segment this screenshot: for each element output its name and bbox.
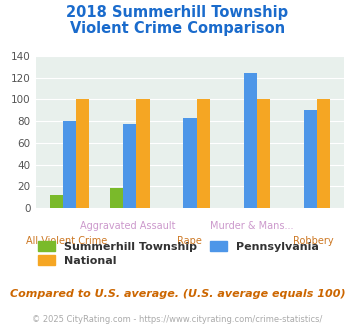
Bar xyxy=(183,118,197,208)
Bar xyxy=(123,124,136,208)
Bar xyxy=(244,74,257,208)
Bar xyxy=(76,99,89,208)
Bar xyxy=(110,188,123,208)
Text: Compared to U.S. average. (U.S. average equals 100): Compared to U.S. average. (U.S. average … xyxy=(10,289,345,299)
Bar xyxy=(317,99,330,208)
Text: © 2025 CityRating.com - https://www.cityrating.com/crime-statistics/: © 2025 CityRating.com - https://www.city… xyxy=(32,315,323,324)
Bar xyxy=(50,195,63,208)
Text: Violent Crime Comparison: Violent Crime Comparison xyxy=(70,21,285,36)
Text: Aggravated Assault: Aggravated Assault xyxy=(80,221,176,231)
Text: Murder & Mans...: Murder & Mans... xyxy=(210,221,294,231)
Legend: Summerhill Township, National, Pennsylvania: Summerhill Township, National, Pennsylva… xyxy=(34,237,323,270)
Text: All Violent Crime: All Violent Crime xyxy=(26,236,107,246)
Bar xyxy=(257,99,270,208)
Bar xyxy=(197,99,210,208)
Text: Robbery: Robbery xyxy=(293,236,334,246)
Bar xyxy=(63,121,76,208)
Text: Rape: Rape xyxy=(178,236,202,246)
Bar xyxy=(136,99,149,208)
Text: 2018 Summerhill Township: 2018 Summerhill Township xyxy=(66,5,289,20)
Bar xyxy=(304,110,317,208)
